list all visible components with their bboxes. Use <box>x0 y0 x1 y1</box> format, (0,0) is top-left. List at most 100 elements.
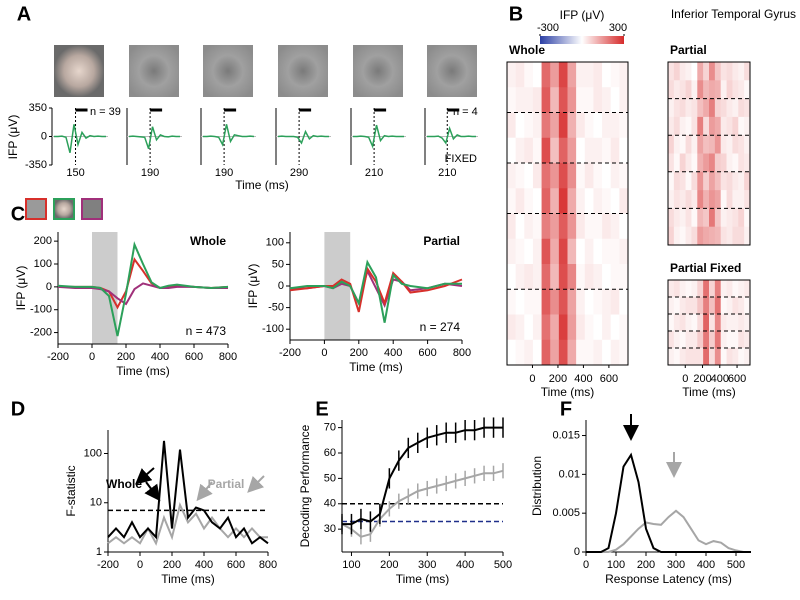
heat-cell <box>714 226 722 246</box>
trace <box>353 124 404 149</box>
heat-cell <box>709 171 716 191</box>
heat-cell <box>602 314 612 341</box>
heat-cell <box>685 190 692 209</box>
heat-cell <box>584 314 594 341</box>
heat-cell <box>726 153 733 173</box>
heat-cell <box>691 190 698 209</box>
trace <box>128 126 180 149</box>
heat-cell <box>738 297 745 315</box>
panel-label: F <box>560 398 572 420</box>
heat-cell <box>673 116 681 136</box>
heat-cell <box>726 171 733 191</box>
x-tick-label: 0 <box>682 373 688 385</box>
heat-cell <box>576 339 586 366</box>
heat-cell <box>584 163 594 189</box>
heat-cell <box>744 280 751 298</box>
heat-cell <box>697 80 704 99</box>
x-tick-label: 500 <box>494 559 512 571</box>
heat-cell <box>685 80 692 99</box>
heat-cell <box>550 163 560 189</box>
heat-cell <box>738 98 745 118</box>
heat-cell <box>602 87 612 113</box>
heat-cell <box>714 98 722 118</box>
heat-cell <box>709 331 716 349</box>
heat-cell <box>709 297 716 315</box>
heat-cell <box>532 339 542 366</box>
heat-cell <box>720 331 727 349</box>
panel-label: E <box>315 398 328 420</box>
heat-cell <box>703 314 710 332</box>
heat-cell <box>532 112 542 139</box>
heat-cell <box>732 314 739 332</box>
x-tick-label: 200 <box>637 559 655 571</box>
heat-cell <box>709 190 716 209</box>
x-tick-label: 600 <box>600 373 618 385</box>
annotation: n = 274 <box>420 320 461 334</box>
heat-cell <box>709 208 716 227</box>
x-axis-label: Time (ms) <box>235 178 289 192</box>
heat-cell <box>602 289 612 315</box>
heat-cell <box>532 62 542 88</box>
heat-cell <box>584 62 594 88</box>
heat-cell <box>720 190 727 209</box>
heat-cell <box>685 208 692 227</box>
latency-label: 190 <box>215 167 233 179</box>
y-tick-label: 100 <box>84 447 102 459</box>
x-tick-label: 0 <box>583 559 589 571</box>
colorbar-tick-label: 300 <box>609 22 627 34</box>
heat-cell <box>744 62 751 81</box>
heat-cell <box>576 188 586 214</box>
heat-cell <box>691 135 698 154</box>
heat-cell <box>593 62 603 88</box>
heat-cell <box>744 226 751 246</box>
heat-cell <box>732 135 739 154</box>
heat-cell <box>610 264 620 290</box>
x-tick-label: 800 <box>259 559 277 571</box>
heat-cell <box>673 208 681 227</box>
heat-cell <box>726 280 733 298</box>
heat-cell <box>679 280 686 298</box>
heat-cell <box>697 171 704 191</box>
heat-cell <box>744 314 751 332</box>
heat-cell <box>697 190 704 209</box>
heat-cell <box>697 280 704 298</box>
x-tick-label: 500 <box>727 559 745 571</box>
heat-cell <box>709 280 716 298</box>
heat-cell <box>524 238 534 265</box>
heat-cell <box>532 87 542 113</box>
heat-cell <box>720 98 727 118</box>
heat-cell <box>541 137 551 164</box>
stimulus-icons <box>25 198 103 220</box>
y-tick-label: 0 <box>574 546 580 558</box>
stimulus-thumbnail <box>203 45 253 97</box>
heat-cell <box>619 264 629 290</box>
heat-cell <box>576 238 586 265</box>
heat-cell <box>703 280 710 298</box>
latency-label: 290 <box>290 167 308 179</box>
x-tick-label: 400 <box>456 559 474 571</box>
x-tick-label: 200 <box>163 559 181 571</box>
heat-cell <box>732 280 739 298</box>
heat-cell <box>738 80 745 99</box>
x-axis-label: Time (ms) <box>349 360 403 374</box>
heat-cell <box>691 153 698 173</box>
heat-cell <box>744 190 751 209</box>
heat-cell <box>732 297 739 315</box>
heat-cell <box>507 163 516 189</box>
heat-cell <box>732 80 739 99</box>
y-tick-label: -100 <box>262 323 284 335</box>
heat-cell <box>619 112 629 139</box>
heat-cell <box>567 163 577 189</box>
heat-cell <box>593 163 603 189</box>
y-tick-label: -100 <box>30 304 52 316</box>
x-tick-label: 300 <box>418 559 436 571</box>
panel-label: A <box>17 3 31 25</box>
heat-cell <box>697 116 704 136</box>
heat-cell <box>732 331 739 349</box>
heat-cell <box>679 297 686 315</box>
heat-cell <box>550 112 560 139</box>
heat-cell <box>524 188 534 214</box>
heat-cell <box>610 62 620 88</box>
x-tick-label: 200 <box>549 373 567 385</box>
heat-cell <box>593 339 603 366</box>
